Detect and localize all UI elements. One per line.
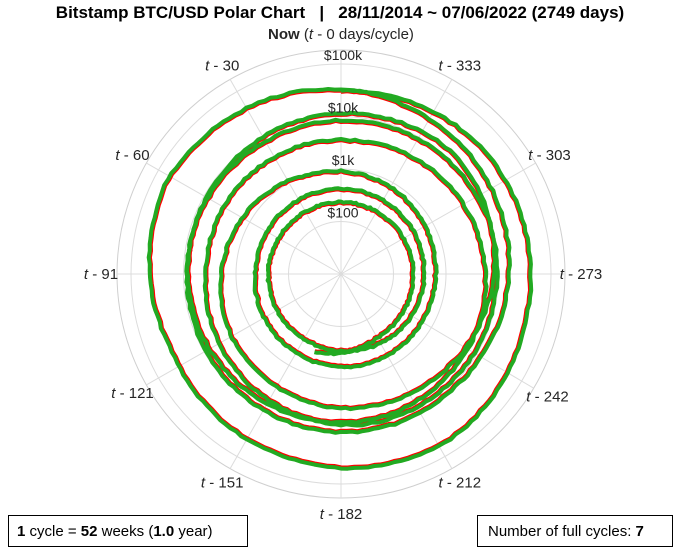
full-cycles-label: Number of full cycles: xyxy=(488,523,636,540)
cycle-text: cycle = xyxy=(25,523,81,540)
angle-tick-label: t - 212 xyxy=(439,475,482,492)
close-price-line xyxy=(146,87,534,471)
radial-tick-label: $100k xyxy=(324,47,363,63)
cycle-length-box: 1 cycle = 52 weeks (1.0 year) xyxy=(8,515,248,547)
angle-tick-label: t - 273 xyxy=(560,266,603,283)
angle-tick-label: t - 333 xyxy=(439,58,482,75)
full-cycles-box: Number of full cycles: 7 xyxy=(477,515,673,547)
cycle-weeks: 52 xyxy=(80,523,98,540)
cycle-count: 1 xyxy=(17,523,26,540)
cycle-weeks-text: weeks ( xyxy=(97,523,154,540)
cycle-years: 1.0 xyxy=(153,523,175,540)
angle-tick-label: t - 60 xyxy=(115,147,149,164)
grid-spoke xyxy=(340,273,534,389)
radial-tick-label: $100 xyxy=(327,205,358,221)
angle-tick-label: Now (t - 0 days/cycle) xyxy=(268,26,414,43)
angle-tick-label: t - 303 xyxy=(528,147,571,164)
price-series xyxy=(146,87,534,471)
grid-spoke xyxy=(229,273,342,469)
angle-tick-label: t - 30 xyxy=(205,58,239,75)
angle-tick-label: t - 121 xyxy=(111,385,154,402)
chart-title: Bitstamp BTC/USD Polar Chart | 28/11/201… xyxy=(55,3,625,22)
angle-tick-label: t - 182 xyxy=(320,506,363,523)
grid-spoke xyxy=(146,273,342,386)
cycle-years-text: year) xyxy=(174,523,213,540)
grid-spoke xyxy=(229,79,342,275)
angle-tick-label: t - 91 xyxy=(84,266,118,283)
radial-tick-label: $10k xyxy=(328,100,359,116)
grid-spoke xyxy=(340,273,453,469)
axis-labels: Now (t - 0 days/cycle) t - 333 t - 303 t - … xyxy=(84,26,602,523)
angle-tick-label: t - 242 xyxy=(526,388,569,405)
angle-tick-label: t - 151 xyxy=(201,475,244,492)
radial-tick-label: $1k xyxy=(332,152,356,168)
full-cycles-value: 7 xyxy=(635,523,644,540)
